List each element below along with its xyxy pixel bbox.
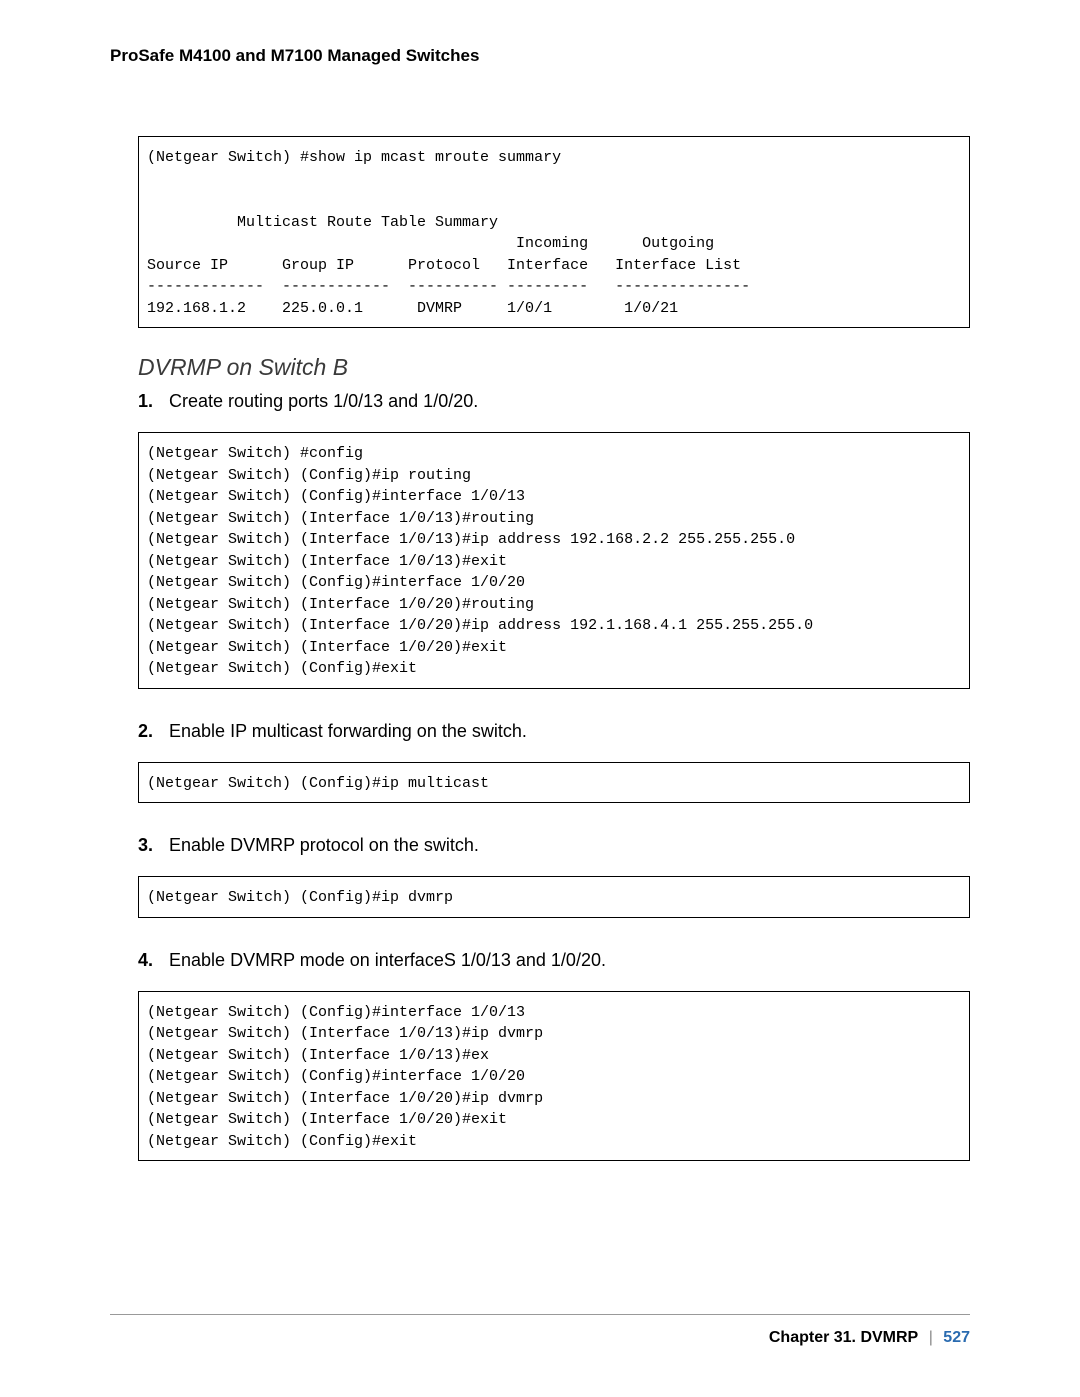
step-4-number: 4. (138, 950, 164, 971)
step-1: 1. Create routing ports 1/0/13 and 1/0/2… (138, 391, 970, 412)
step-1-text: Create routing ports 1/0/13 and 1/0/20. (169, 391, 478, 411)
document-header: ProSafe M4100 and M7100 Managed Switches (110, 46, 970, 66)
page: ProSafe M4100 and M7100 Managed Switches… (0, 0, 1080, 1397)
step-3-text: Enable DVMRP protocol on the switch. (169, 835, 479, 855)
code-block-step4: (Netgear Switch) (Config)#interface 1/0/… (138, 991, 970, 1162)
section-title: DVRMP on Switch B (138, 354, 970, 381)
step-2: 2. Enable IP multicast forwarding on the… (138, 721, 970, 742)
code-block-step1: (Netgear Switch) #config (Netgear Switch… (138, 432, 970, 689)
step-2-text: Enable IP multicast forwarding on the sw… (169, 721, 527, 741)
footer-chapter: Chapter 31. DVMRP (769, 1329, 918, 1346)
code-block-step2: (Netgear Switch) (Config)#ip multicast (138, 762, 970, 804)
step-2-number: 2. (138, 721, 164, 742)
footer-separator: | (929, 1329, 933, 1346)
code-block-step3: (Netgear Switch) (Config)#ip dvmrp (138, 876, 970, 918)
step-4-text: Enable DVMRP mode on interfaceS 1/0/13 a… (169, 950, 606, 970)
page-footer: Chapter 31. DVMRP | 527 (110, 1314, 970, 1347)
footer-page-number: 527 (943, 1329, 970, 1346)
step-3-number: 3. (138, 835, 164, 856)
step-4: 4. Enable DVMRP mode on interfaceS 1/0/1… (138, 950, 970, 971)
step-1-number: 1. (138, 391, 164, 412)
step-3: 3. Enable DVMRP protocol on the switch. (138, 835, 970, 856)
code-block-mroute-summary: (Netgear Switch) #show ip mcast mroute s… (138, 136, 970, 328)
